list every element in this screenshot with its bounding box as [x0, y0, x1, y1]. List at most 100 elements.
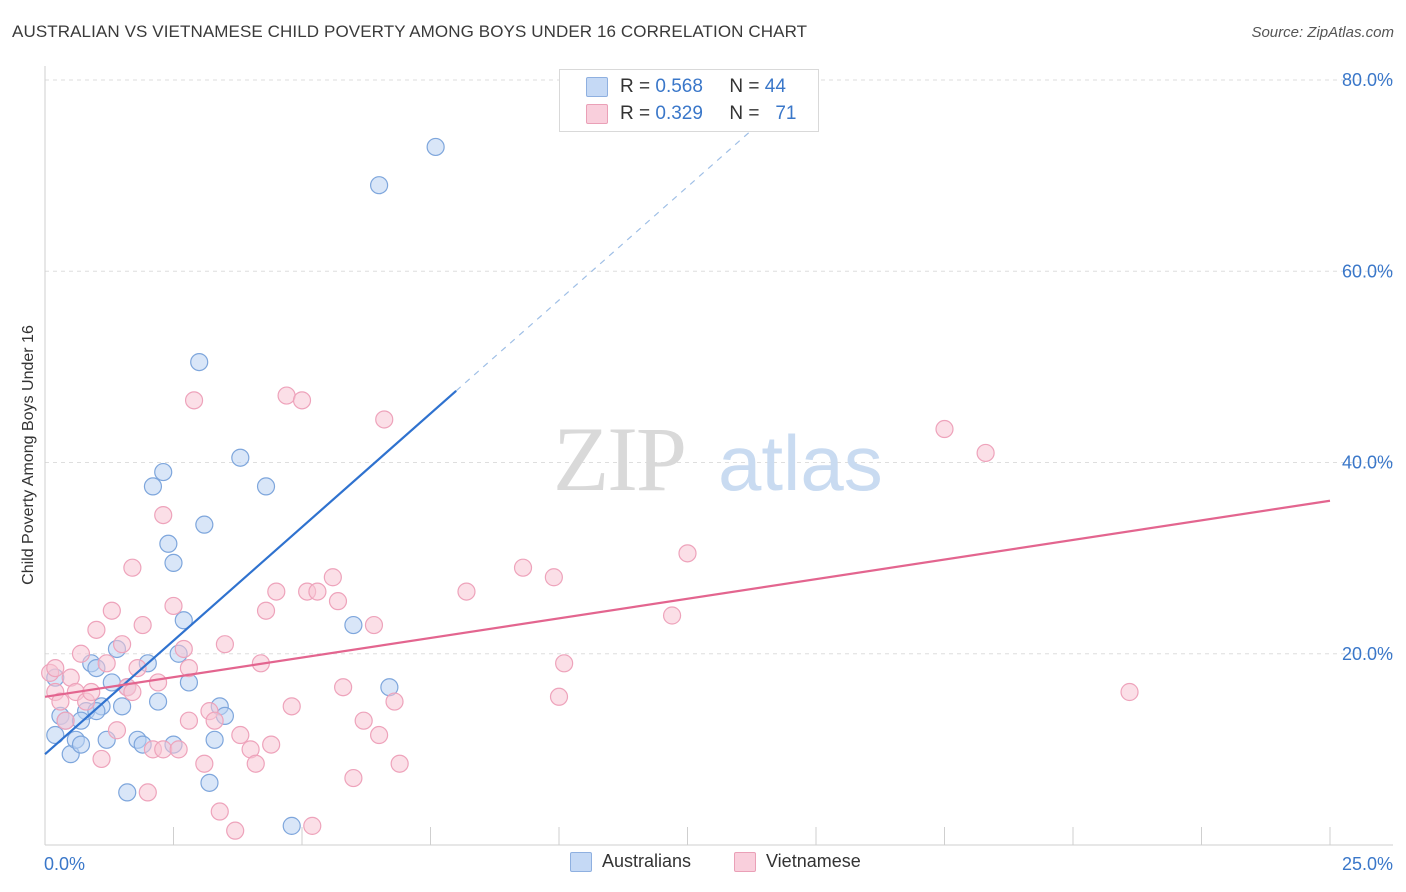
vietnamese-legend-label: Vietnamese — [766, 851, 861, 871]
australians-point — [71, 735, 91, 754]
vietnamese-point — [277, 386, 296, 405]
vietnamese-point — [370, 725, 389, 745]
australians-point — [231, 448, 250, 467]
australians-point — [200, 773, 219, 792]
vietnamese-trend-line — [44, 499, 1331, 698]
australians-point — [164, 553, 183, 573]
australians-legend-label: Australians — [602, 851, 692, 871]
vietnamese-point — [334, 678, 353, 697]
vietnamese-point — [112, 635, 132, 654]
vietnamese-point — [56, 711, 75, 730]
correlation-legend: R = 0.568 N = 44 R = 0.329 N = 71 — [559, 69, 819, 132]
vietnamese-point — [195, 754, 214, 773]
tick-labels: 20.0% 40.0% 60.0% 80.0% 0.0% 25.0% — [44, 70, 1393, 874]
australians-point — [46, 725, 65, 745]
vietnamese-point — [375, 410, 394, 429]
vietnamese-point — [215, 635, 234, 654]
vietnamese-point — [267, 582, 286, 601]
australians-trend-extension — [455, 127, 755, 392]
bottom-legend-australians: Australians — [570, 851, 691, 872]
x-tick-label: 25.0% — [1342, 854, 1393, 874]
vietnamese-point — [97, 654, 116, 673]
vietnamese-point — [46, 658, 65, 678]
vietnamese-point — [71, 644, 91, 663]
watermark: ZIP atlas — [553, 408, 883, 510]
vietnamese-point — [102, 601, 121, 620]
trend-lines — [44, 127, 1331, 755]
vietnamese-point — [308, 582, 327, 601]
vietnamese-legend-swatch — [734, 851, 756, 872]
vietnamese-point — [138, 783, 157, 802]
n-label: N = — [729, 76, 760, 97]
axes — [44, 66, 1393, 846]
vietnamese-point — [82, 682, 101, 702]
australians-point — [148, 692, 168, 711]
australians-point — [370, 176, 389, 195]
vietnamese-point — [364, 615, 384, 635]
vietnamese-point — [385, 692, 404, 711]
australians-point — [344, 615, 363, 635]
vietnamese-point — [179, 711, 199, 730]
vietnamese-point — [184, 391, 204, 410]
n-value-australians: 44 — [764, 76, 786, 97]
legend-row-vietnamese: R = 0.329 N = 71 — [586, 102, 796, 126]
vietnamese-point — [328, 592, 348, 611]
vietnamese-point — [87, 620, 106, 639]
vietnamese-points — [41, 386, 1139, 840]
legend-row-australians: R = 0.568 N = 44 — [586, 75, 786, 99]
watermark-zip: ZIP — [553, 408, 685, 510]
vietnamese-point — [123, 682, 142, 702]
vietnamese-point — [262, 735, 281, 754]
australians-point — [190, 352, 209, 372]
vietnamese-point — [1120, 682, 1139, 702]
vietnamese-point — [231, 725, 250, 745]
vietnamese-point — [344, 768, 363, 788]
vietnamese-point — [555, 654, 574, 673]
n-value-vietnamese: 71 — [775, 103, 797, 124]
r-value-vietnamese: 0.329 — [655, 103, 703, 124]
australians-point — [282, 816, 301, 835]
australians-point — [426, 137, 445, 157]
vietnamese-point — [256, 601, 276, 620]
x-tick-label: 0.0% — [44, 854, 85, 874]
australians-point — [205, 730, 224, 749]
y-axis-label: Child Poverty Among Boys Under 16 — [20, 325, 37, 585]
australians-point — [159, 534, 178, 553]
australians-legend-swatch — [570, 851, 592, 872]
vietnamese-point — [169, 740, 188, 759]
vietnamese-point — [976, 443, 995, 463]
vietnamese-point — [92, 749, 111, 769]
vietnamese-point — [513, 558, 533, 577]
vietnamese-point — [226, 821, 245, 840]
australians-point — [143, 477, 163, 496]
bottom-legend-vietnamese: Vietnamese — [734, 851, 861, 872]
watermark-atlas: atlas — [718, 419, 883, 507]
vietnamese-point — [107, 721, 127, 740]
vietnamese-point — [205, 711, 224, 730]
vietnamese-point — [544, 568, 563, 587]
vietnamese-point — [662, 606, 682, 625]
r-label: R = — [620, 103, 651, 124]
r-label: R = — [620, 76, 651, 97]
r-value-australians: 0.568 — [655, 76, 703, 97]
vietnamese-point — [133, 615, 152, 635]
y-tick-label: 20.0% — [1342, 644, 1393, 664]
n-label: N = — [729, 103, 760, 124]
australians-point — [112, 697, 132, 716]
y-tick-label: 40.0% — [1342, 453, 1393, 473]
vietnamese-point — [246, 754, 265, 773]
australians-swatch — [586, 77, 608, 97]
vietnamese-point — [292, 391, 312, 410]
australians-trend-line — [44, 389, 457, 755]
vietnamese-point — [549, 687, 569, 706]
vietnamese-point — [210, 802, 229, 821]
vietnamese-point — [935, 419, 954, 439]
y-tick-label: 60.0% — [1342, 261, 1393, 281]
vietnamese-point — [148, 673, 168, 692]
vietnamese-point — [179, 658, 199, 678]
vietnamese-point — [303, 816, 322, 835]
vietnamese-point — [390, 754, 409, 773]
chart-title: AUSTRALIAN VS VIETNAMESE CHILD POVERTY A… — [12, 22, 808, 41]
vietnamese-point — [174, 639, 193, 659]
